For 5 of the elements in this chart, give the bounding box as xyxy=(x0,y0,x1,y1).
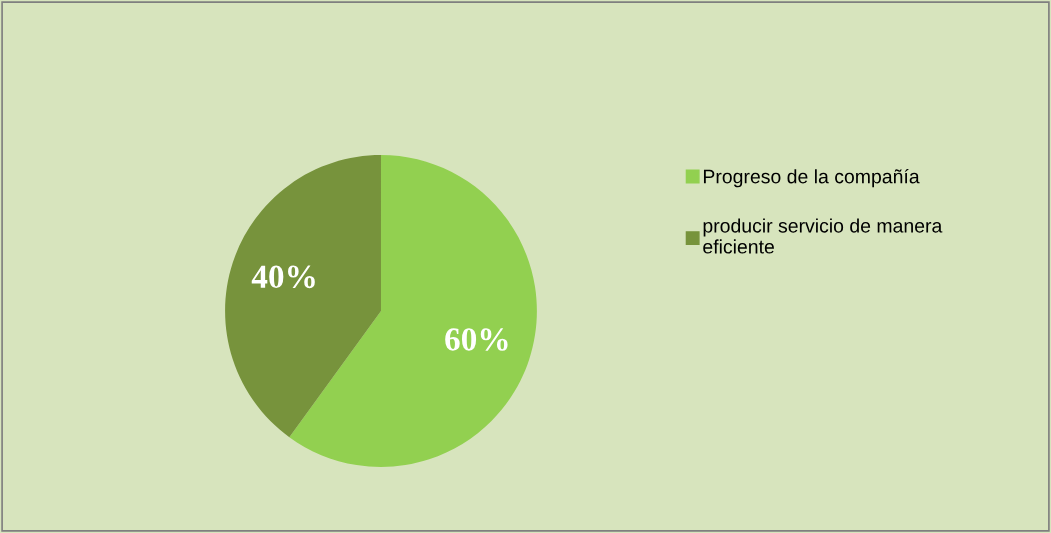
data-label: 40% xyxy=(251,265,315,289)
pie-slice xyxy=(225,155,381,438)
data-label: 60% xyxy=(445,328,508,351)
legend-label: producir servicio de manera eficiente xyxy=(703,218,943,254)
legend-label: Progreso de la compañía xyxy=(703,168,920,188)
